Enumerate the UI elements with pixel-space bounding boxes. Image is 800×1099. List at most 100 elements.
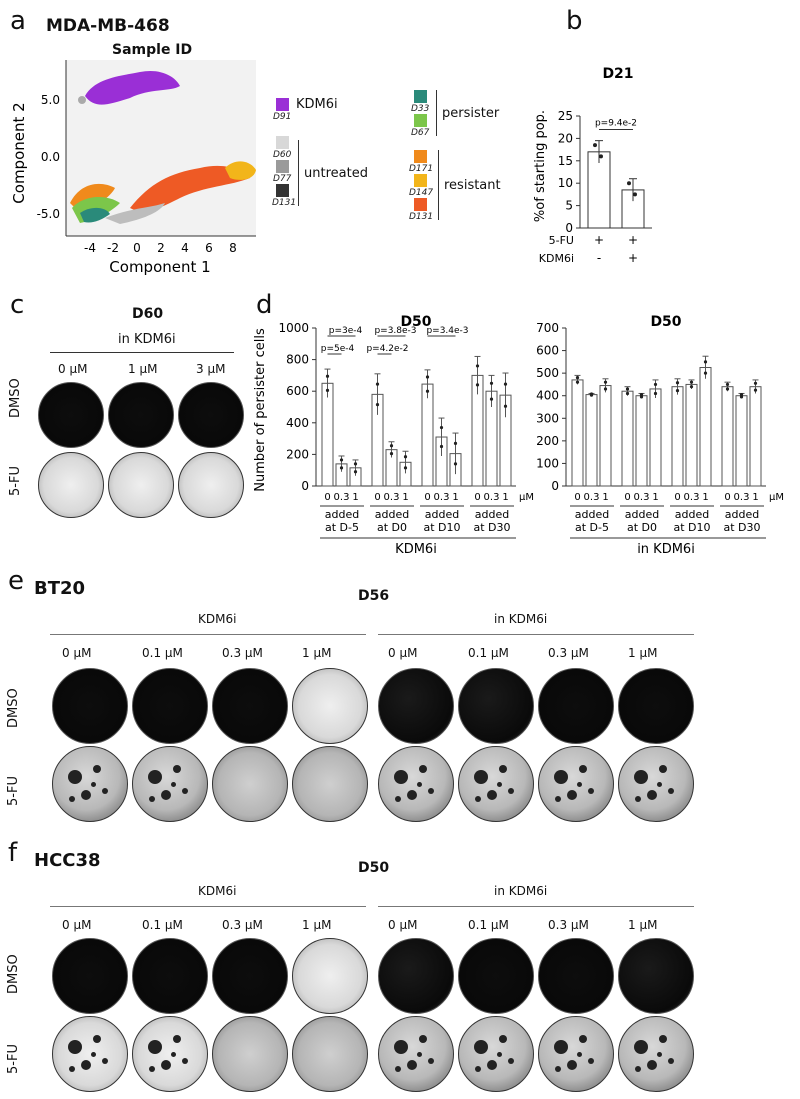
dish-f-5fu-4 [378, 1016, 454, 1092]
panel-d-point [675, 389, 680, 393]
legend-swatch-d60 [276, 136, 289, 149]
panel-b-row2-val: - [597, 251, 601, 265]
colony [81, 1060, 92, 1071]
panel-d-point [739, 392, 744, 397]
umap-xtick: 4 [181, 241, 189, 255]
panel-d-dose-tick: 0.3 [634, 492, 650, 503]
panel-d-point [353, 470, 358, 474]
legend-label-d171: D171 [409, 164, 434, 174]
dish-f-5fu-3 [292, 1016, 368, 1092]
panel-b-row1-val: + [628, 233, 638, 247]
panel-f-dose-0: 0 μM [62, 918, 92, 932]
legend-swatch-d33 [414, 90, 427, 103]
legend-label-d60: D60 [273, 150, 292, 160]
colony [171, 781, 177, 787]
panel-d-point [353, 462, 358, 466]
panel-d-dose-tick: 0.3 [434, 492, 450, 503]
colony [394, 795, 401, 802]
umap-xtick: 6 [205, 241, 213, 255]
colony [634, 795, 641, 802]
panel-e-group2-line [378, 634, 694, 635]
panel-d-point [653, 391, 658, 396]
legend-bracket-resistant [438, 150, 439, 220]
colony [659, 1035, 668, 1044]
panel-d-dose-tick: 0 [624, 492, 630, 503]
panel-d-dose-tick: 0.3 [384, 492, 400, 503]
dish-f-dmso-5 [458, 938, 534, 1014]
panel-d-ytick-label: 700 [536, 321, 559, 335]
panel-e-dose-5: 0.1 μM [468, 646, 509, 660]
panel-b-pvalue: p=9.4e-2 [595, 118, 637, 128]
colony [419, 1035, 428, 1044]
colony [567, 1060, 578, 1071]
colony [474, 1039, 489, 1054]
legend-bracket-untreated [298, 140, 299, 206]
umap-ytick: -5.0 [37, 207, 60, 221]
legend-group-kdm6i: KDM6i [296, 97, 338, 112]
colony [647, 1060, 658, 1071]
legend-swatch-d67 [414, 114, 427, 127]
panel-e-row-dmso: DMSO [6, 688, 21, 728]
panel-b-chart: D21 0 5 10 15 20 25 p=9.4e-2 %of starting pop.5-… [533, 66, 652, 265]
panel-d-dose-tick: 0 [324, 492, 330, 503]
panel-f-dose-7: 1 μM [628, 918, 658, 932]
dish-f-5fu-2 [212, 1016, 288, 1092]
cluster-resistant-yellow [225, 161, 256, 180]
panel-d-dose-tick: 0.3 [684, 492, 700, 503]
colony [68, 1039, 83, 1054]
colony [554, 769, 569, 784]
panel-d-ytick-label: 200 [286, 447, 309, 461]
panel-d-bar [635, 395, 648, 487]
panel-d-point [503, 404, 508, 408]
dish-f-5fu-1 [132, 1016, 208, 1092]
panel-d-point [389, 444, 394, 448]
panel-d-bar [721, 386, 734, 487]
colony [474, 1065, 481, 1072]
legend-swatch-d77 [276, 160, 289, 173]
colony [148, 1039, 163, 1054]
panel-d-dose-tick: 1 [652, 492, 658, 503]
colony [499, 765, 508, 774]
colony [407, 1060, 418, 1071]
panel-d-point [639, 395, 644, 399]
panel-f-title: D50 [358, 860, 390, 876]
panel-d-dose-tick: 1 [602, 492, 608, 503]
panel-b-point [593, 143, 597, 148]
dish-c-5fu-3 [178, 452, 244, 518]
panel-d-ytick-label: 600 [536, 344, 559, 358]
umap-ytick: 0.0 [41, 150, 60, 164]
panel-c-dose-1: 1 μM [128, 362, 158, 376]
panel-e-dose-2: 0.3 μM [222, 646, 263, 660]
panel-b-ytick-label: 15 [558, 154, 573, 168]
panel-d-group-label: added [475, 508, 509, 521]
panel-d-point [653, 382, 658, 387]
colony [659, 765, 668, 774]
panel-d-point [375, 382, 380, 386]
panel-d-point [703, 371, 708, 375]
cluster-untreated [105, 203, 165, 224]
panel-b-ytick-label: 20 [558, 131, 573, 145]
cluster-kdm6i [85, 70, 180, 105]
panel-d-point [453, 441, 458, 445]
panel-d-point [339, 466, 344, 470]
panel-d-axis-title: KDM6i [395, 542, 437, 557]
panel-f-letter: f [8, 838, 18, 868]
panel-d-ytick-label: 300 [536, 411, 559, 425]
panel-d-point [439, 444, 444, 449]
panel-d-point [725, 382, 730, 387]
panel-e-dose-4: 0 μM [388, 646, 418, 660]
colony [394, 769, 409, 784]
dish-e-5fu-1 [132, 746, 208, 822]
panel-d-letter: d [256, 290, 273, 320]
cluster-resistant-red [130, 165, 250, 212]
panel-d-group-label: at D10 [673, 521, 710, 534]
panel-d-point [603, 387, 608, 391]
dish-e-dmso-1 [132, 668, 208, 744]
dish-f-dmso-4 [378, 938, 454, 1014]
panel-d-title: D50 [650, 314, 681, 330]
legend-label-d131-untreated: D131 [272, 198, 297, 208]
panel-d-ytick-label: 200 [536, 434, 559, 448]
panel-d-group-label: added [425, 508, 459, 521]
panel-d-ytick-label: 400 [286, 416, 309, 430]
panel-d-group-label: at D30 [723, 521, 760, 534]
